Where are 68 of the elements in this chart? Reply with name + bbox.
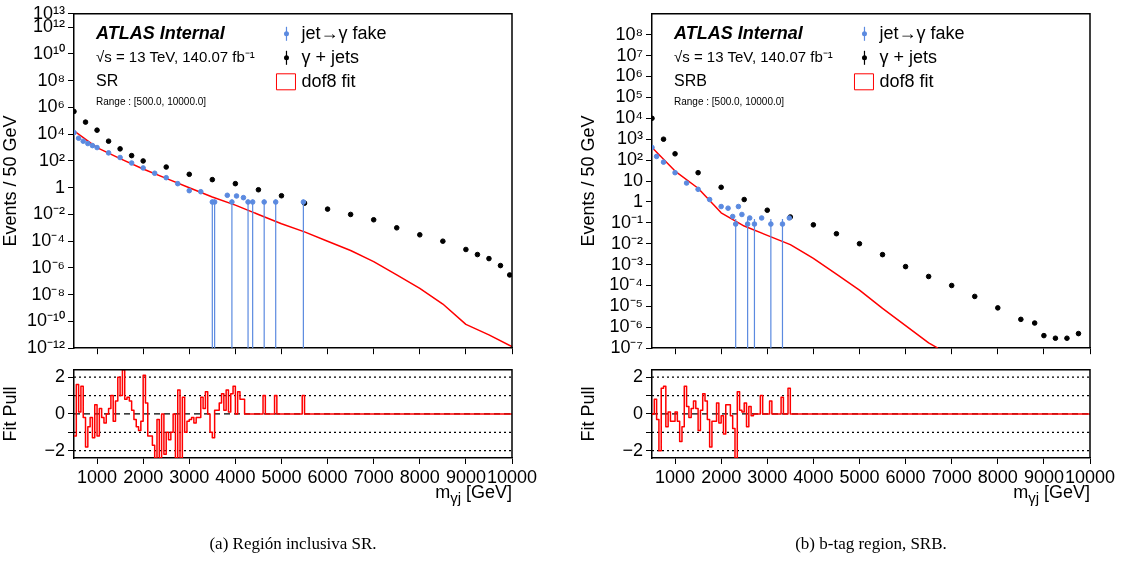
y-tick-label: 1 bbox=[632, 190, 643, 211]
x-tick-label: 6000 bbox=[885, 466, 926, 487]
annotation: SRB bbox=[674, 72, 707, 90]
y-tick-label: 10⁴ bbox=[615, 107, 643, 128]
y-tick-label: 10⁻⁵ bbox=[609, 295, 643, 316]
annotation: ATLAS Internal bbox=[673, 22, 804, 43]
y-axis-title: Events / 50 GeV bbox=[577, 115, 598, 247]
y-tick-label: 10⁻⁶ bbox=[609, 316, 643, 337]
x-tick-label: 3000 bbox=[169, 466, 210, 487]
text: (a) Región inclusiva SR. bbox=[208, 534, 378, 554]
y-tick-label: 10 bbox=[622, 169, 643, 190]
annotation: Range : [500.0, 10000.0] bbox=[674, 95, 785, 107]
legend-label: γ + jets bbox=[879, 46, 938, 67]
y-axis-title: Events / 50 GeV bbox=[0, 115, 20, 247]
annotation: ATLAS Internal bbox=[95, 22, 226, 43]
y-tick-label: 10⁻⁴ bbox=[609, 274, 643, 295]
legend-label: jet→γ fake bbox=[300, 22, 387, 43]
x-tick-label: 2000 bbox=[123, 466, 164, 487]
x-tick-label: 4000 bbox=[215, 466, 256, 487]
legend-label: dof8 fit bbox=[879, 70, 934, 91]
text: (b) b-tag region, SRB. bbox=[794, 534, 948, 554]
legend-label: jet→γ fake bbox=[878, 22, 965, 43]
y-tick-label: 10⁻² bbox=[610, 232, 644, 253]
y-tick-label: 10² bbox=[38, 149, 66, 170]
y-tick-label: 10⁻³ bbox=[610, 253, 644, 274]
y-tick-label: 10⁶ bbox=[615, 65, 643, 86]
y-tick-label: 10⁻¹⁰ bbox=[26, 310, 65, 331]
y-tick-label: 10⁵ bbox=[615, 86, 643, 107]
y-tick-label: −2 bbox=[44, 439, 65, 460]
y-tick-label: 10⁻¹² bbox=[26, 337, 65, 358]
x-tick-label: 5000 bbox=[261, 466, 302, 487]
legend-label: dof8 fit bbox=[301, 70, 356, 91]
x-tick-label: 4000 bbox=[793, 466, 834, 487]
x-tick-label: 1000 bbox=[655, 466, 696, 487]
y-tick-label: 10⁶ bbox=[37, 96, 65, 117]
y-tick-label: 10⁻⁶ bbox=[31, 256, 65, 277]
y-axis-title: Fit Pull bbox=[0, 386, 20, 442]
y-tick-label: 10⁴ bbox=[37, 123, 65, 144]
y-tick-label: 0 bbox=[54, 402, 65, 423]
y-tick-label: 10⁸ bbox=[615, 23, 643, 44]
y-tick-label: 10² bbox=[616, 149, 644, 170]
x-tick-label: 7000 bbox=[931, 466, 972, 487]
y-tick-label: 10⁻¹ bbox=[610, 211, 644, 232]
x-tick-label: 2000 bbox=[701, 466, 742, 487]
annotation: √s = 13 TeV, 140.07 fb⁻¹ bbox=[96, 47, 255, 65]
x-tick-label: 7000 bbox=[353, 466, 394, 487]
x-tick-label: 6000 bbox=[307, 466, 348, 487]
y-tick-label: 10⁻² bbox=[32, 203, 66, 224]
annotation: √s = 13 TeV, 140.07 fb⁻¹ bbox=[674, 47, 833, 65]
y-tick-label: 1 bbox=[54, 176, 65, 197]
legend-label: γ + jets bbox=[301, 46, 360, 67]
y-tick-label: 2 bbox=[54, 366, 65, 387]
y-tick-label: 10⁻⁴ bbox=[31, 230, 65, 251]
annotation: Range : [500.0, 10000.0] bbox=[96, 95, 207, 107]
y-axis-title: Fit Pull bbox=[577, 386, 598, 442]
y-tick-label: 10³ bbox=[616, 128, 644, 149]
y-tick-label: 2 bbox=[632, 366, 643, 387]
x-tick-label: 5000 bbox=[839, 466, 880, 487]
annotation: SR bbox=[96, 72, 119, 90]
y-tick-label: 0 bbox=[632, 402, 643, 423]
y-tick-label: 10⁷ bbox=[616, 44, 643, 65]
y-tick-label: 10⁻⁷ bbox=[610, 337, 643, 358]
y-tick-label: 10⁻⁸ bbox=[31, 283, 65, 304]
y-tick-label: 10⁸ bbox=[37, 69, 65, 90]
y-tick-label: −2 bbox=[622, 439, 643, 460]
x-tick-label: 1000 bbox=[77, 466, 118, 487]
y-tick-label: 10¹⁰ bbox=[32, 42, 65, 63]
x-tick-label: 3000 bbox=[747, 466, 788, 487]
